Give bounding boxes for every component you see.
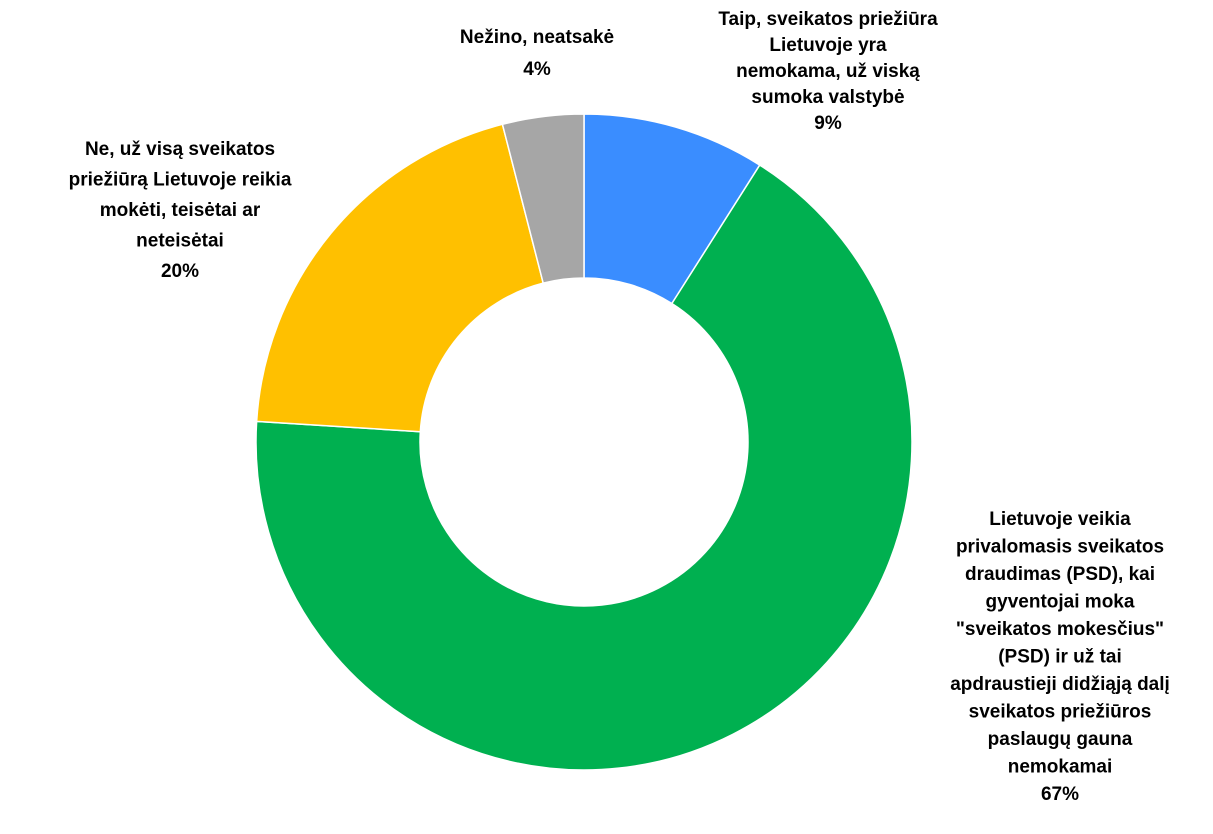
slice-label: Nežino, neatsakė <box>460 27 614 48</box>
donut-slice <box>255 123 545 433</box>
slice-label: nemokama, už viską <box>736 61 920 82</box>
value-label: 20% <box>161 261 199 282</box>
slice-label: "sveikatos mokesčius" <box>956 619 1164 640</box>
slice-label: paslaugų gauna <box>988 729 1133 750</box>
slice-label: mokėti, teisėtai ar <box>100 200 261 221</box>
value-label: 9% <box>814 113 842 134</box>
value-label: 67% <box>1041 784 1079 805</box>
slice-label: sveikatos priežiūros <box>969 702 1152 723</box>
slice-label: Taip, sveikatos priežiūra <box>718 9 938 30</box>
slice-label: gyventojai moka <box>986 592 1135 613</box>
value-label: 4% <box>523 59 551 80</box>
slice-label: apdraustieji didžiąją dalį <box>950 674 1170 695</box>
slice-label: privalomasis sveikatos <box>956 537 1164 558</box>
slice-label: sumoka valstybė <box>751 87 904 108</box>
slice-label: draudimas (PSD), kai <box>965 564 1155 585</box>
slice-label: (PSD) ir už tai <box>998 647 1122 668</box>
slice-label: Ne, už visą sveikatos <box>85 139 275 160</box>
donut-slice <box>255 164 913 771</box>
donut-slice <box>501 113 585 285</box>
slice-label: priežiūrą Lietuvoje reikia <box>69 170 292 191</box>
slice-label: Lietuvoje veikia <box>989 509 1131 530</box>
slice-label: Lietuvoje yra <box>769 35 887 56</box>
slice-label: nemokamai <box>1008 757 1113 778</box>
slice-label: neteisėtai <box>136 231 224 252</box>
